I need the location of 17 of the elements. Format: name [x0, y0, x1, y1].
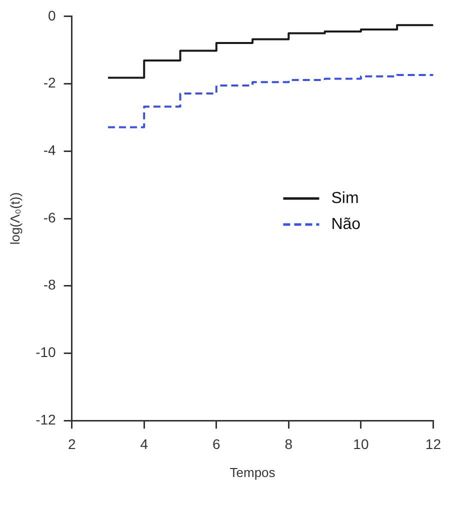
x-tick-label: 4 [140, 436, 148, 452]
x-tick-label: 6 [212, 436, 220, 452]
y-tick-label: -12 [36, 411, 56, 428]
y-tick-label: -6 [43, 209, 56, 226]
x-tick-label: 10 [353, 436, 369, 452]
legend-label: Não [331, 216, 361, 233]
y-tick-label: -2 [43, 74, 56, 91]
legend-label: Sim [331, 190, 359, 207]
x-axis-title: Tempos [230, 464, 276, 480]
x-tick-label: 8 [284, 436, 293, 452]
y-tick-label: -10 [36, 344, 56, 360]
y-tick-label: -4 [43, 142, 56, 158]
x-tick-label: 2 [68, 436, 76, 452]
y-axis-title: log(Λ₀(t)) [7, 192, 22, 245]
y-tick-label: 0 [48, 7, 56, 24]
y-tick-label: -8 [43, 276, 56, 293]
x-tick-label: 12 [425, 436, 442, 452]
